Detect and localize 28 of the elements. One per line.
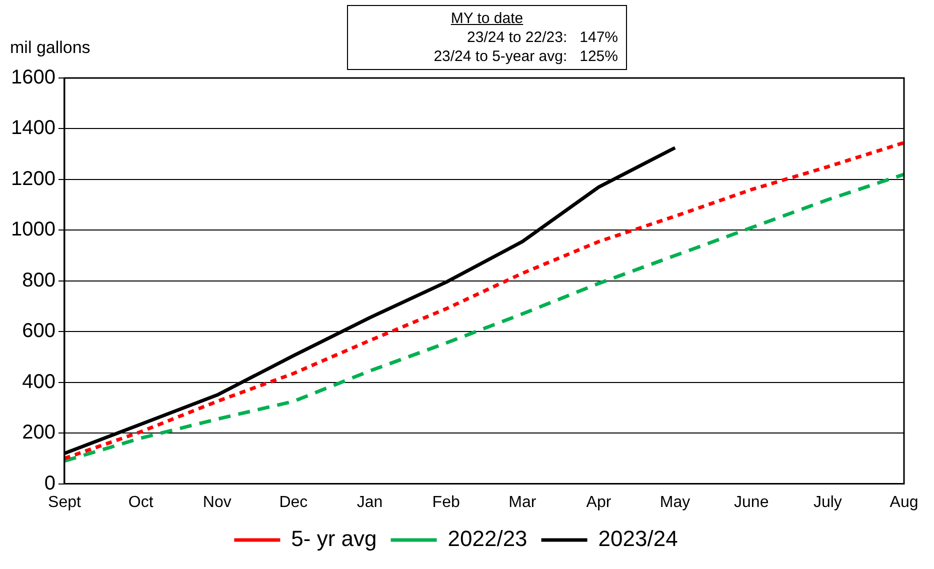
y-tick-label: 1400: [10, 117, 56, 140]
y-tick-label: 200: [22, 422, 56, 444]
x-tick-label: Jan: [356, 494, 383, 511]
text: 23/24 to 5-year avg: 125%: [432, 47, 618, 66]
x-tick-label: Oct: [128, 494, 154, 511]
legend-label: 2023/24: [598, 526, 678, 552]
x-tick-label: June: [734, 494, 769, 511]
y-tick-label: 800: [22, 269, 56, 292]
y-tick-label: 400: [22, 370, 56, 393]
y-tick-label: 1200: [10, 168, 56, 190]
text: 23/24 to 22/23: 147%: [466, 28, 618, 47]
legend-label: 5- yr avg: [291, 526, 377, 552]
x-tick-label: Feb: [432, 494, 460, 511]
y-tick-label: 1600: [10, 66, 56, 89]
x-tick-label: Apr: [586, 494, 612, 511]
legend-label: 2022/23: [448, 526, 528, 552]
y-axis-title: mil gallons: [10, 38, 90, 58]
x-tick-label: May: [660, 494, 690, 511]
x-tick-label: Sept: [48, 494, 82, 511]
x-tick-label: Aug: [890, 494, 918, 511]
x-tick-label: Mar: [508, 494, 537, 511]
x-tick-label: Dec: [279, 494, 308, 511]
y-tick-label: 1000: [10, 218, 56, 241]
y-tick-label: 600: [22, 320, 56, 342]
y-tick-label: 0: [44, 472, 56, 494]
x-tick-label: July: [813, 494, 842, 511]
x-tick-label: Nov: [202, 494, 232, 511]
text: MY to date: [450, 9, 524, 28]
